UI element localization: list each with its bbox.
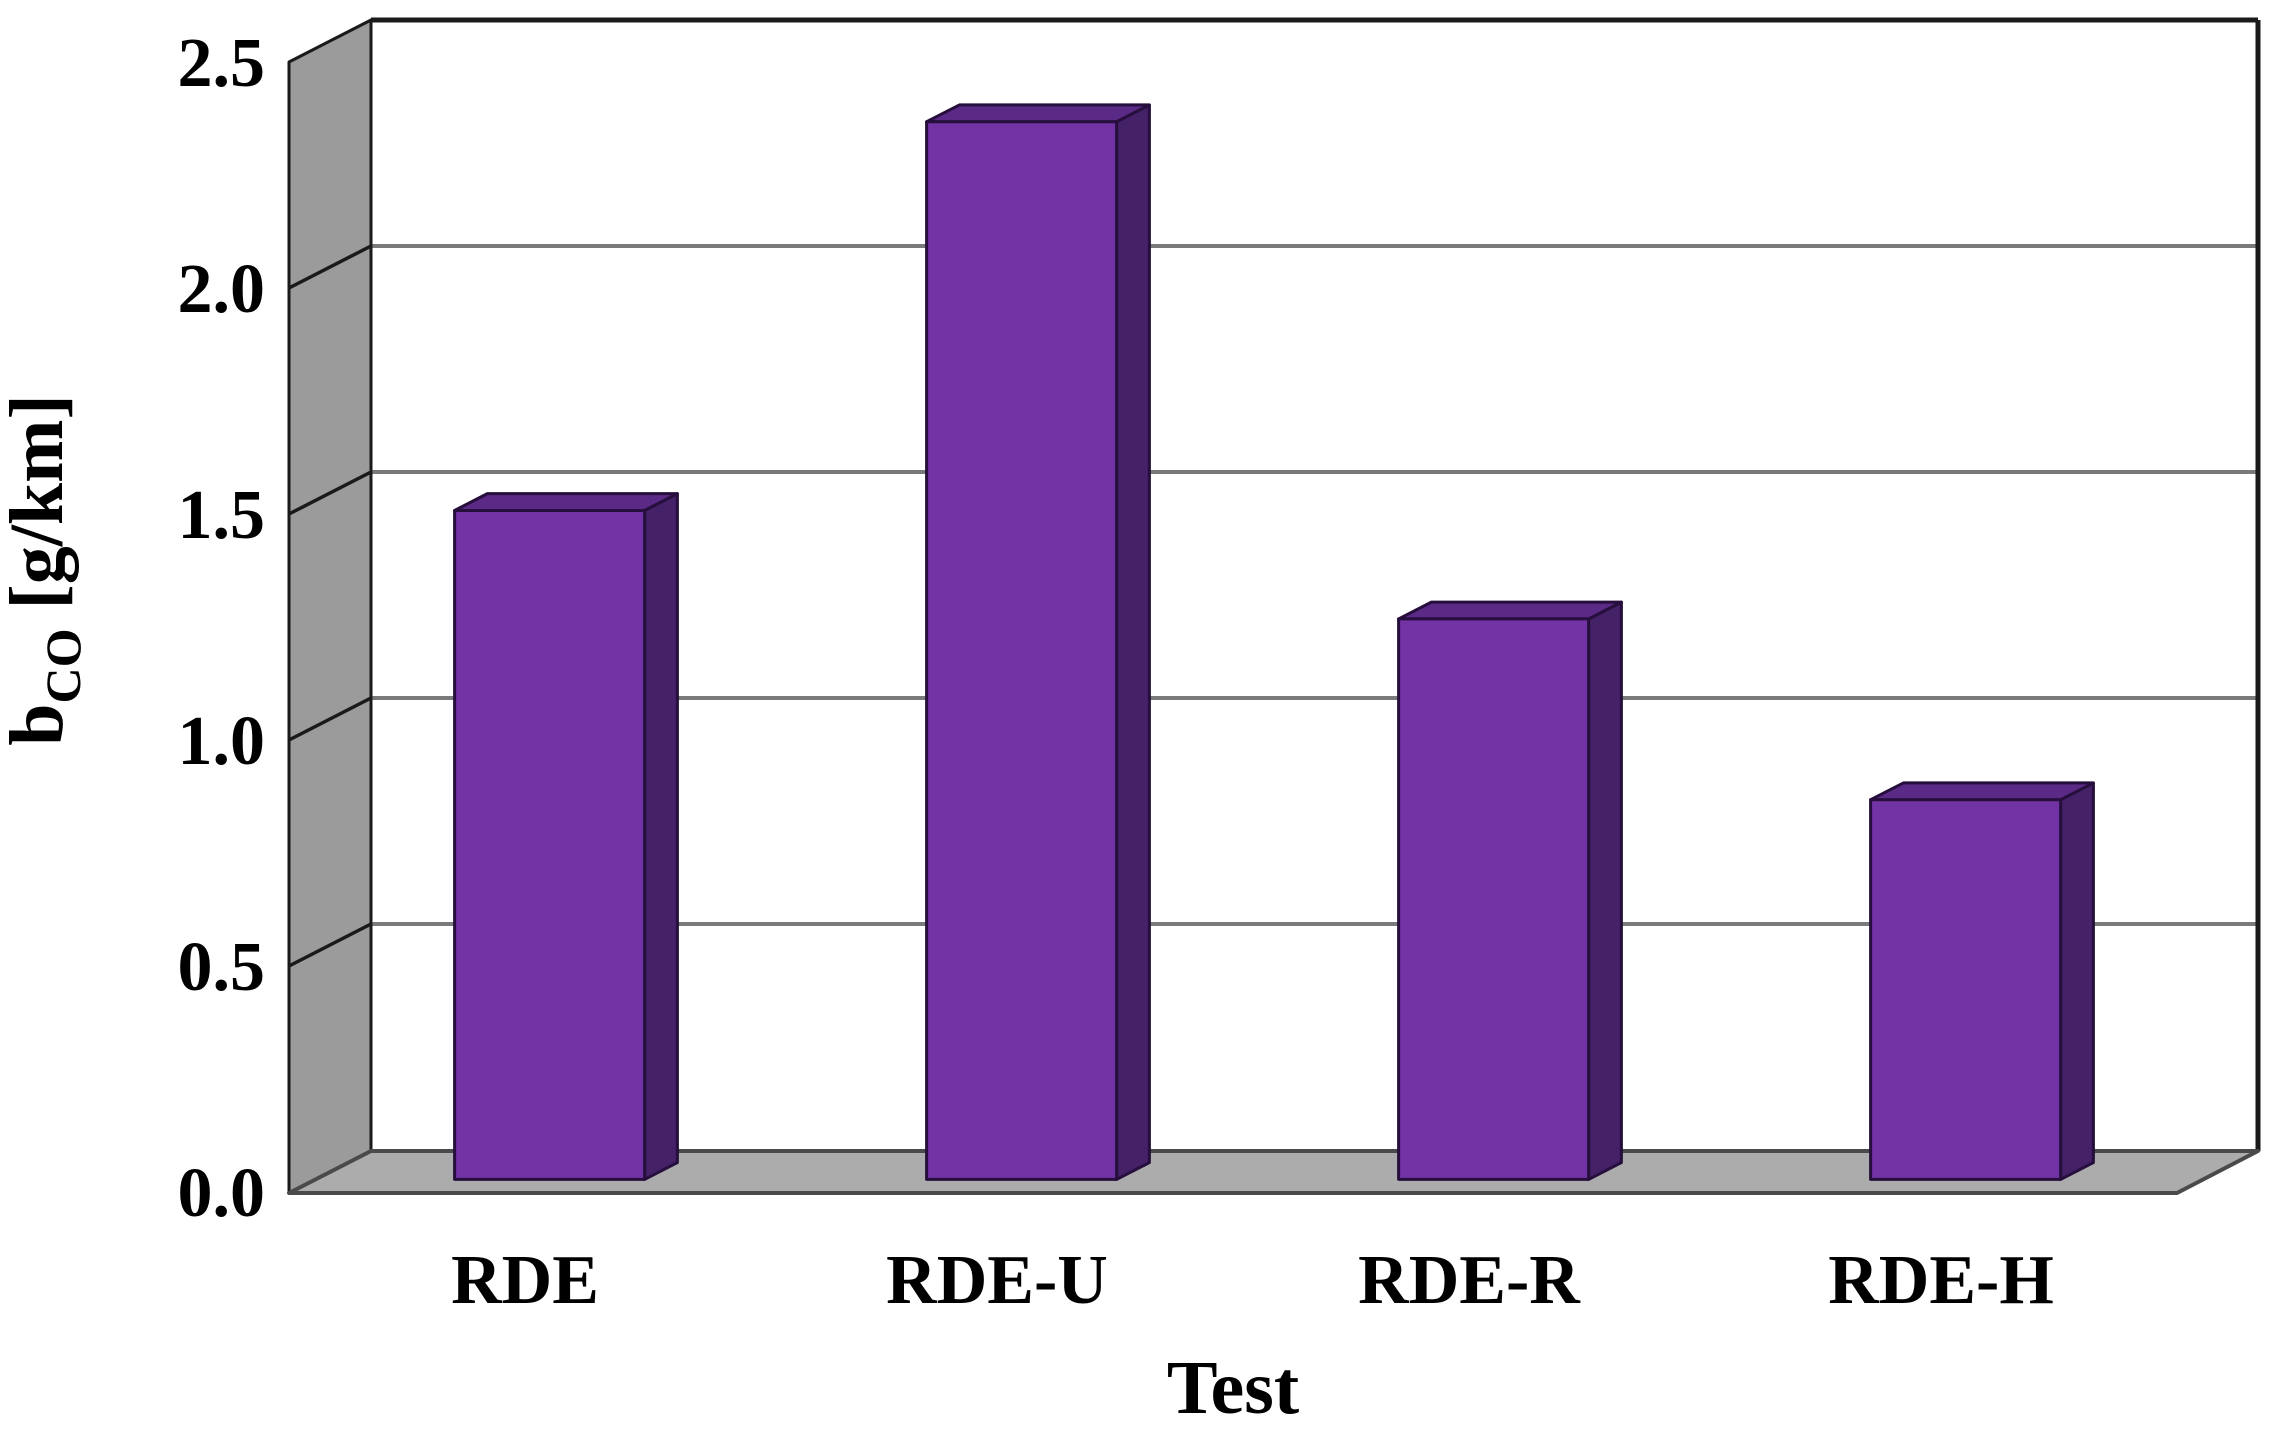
y-tick-label: 0.5 [178, 929, 266, 1006]
y-axis-title-main: b [0, 704, 79, 746]
x-category-labels-group: RDE RDE-U RDE-R RDE-H [451, 1242, 2054, 1319]
y-tick-label: 0.0 [178, 1155, 266, 1232]
y-axis-title-sub: CO [35, 629, 91, 704]
wall-segments-group [288, 244, 372, 968]
y-tick-label: 2.0 [178, 251, 266, 328]
y-tick-labels-group: 0.0 0.5 1.0 1.5 2.0 2.5 [178, 25, 266, 1232]
wall-gridline-segment [288, 922, 372, 968]
bar-top-face [453, 492, 679, 512]
x-category-label: RDE-R [1358, 1242, 1581, 1319]
chart-left-wall [287, 18, 373, 1195]
bar-front-face [1869, 798, 2063, 1181]
bar-side-face [643, 492, 679, 1181]
x-category-label: RDE [451, 1242, 599, 1319]
bars-group [453, 103, 2095, 1181]
x-axis-title: Test [1167, 1346, 1299, 1430]
bar-rde [453, 492, 679, 1181]
bar-front-face [453, 508, 647, 1181]
y-tick-label: 1.5 [178, 477, 266, 554]
bar-rde-h [1869, 781, 2095, 1181]
y-axis-title: bCO [g/km] [0, 394, 91, 746]
wall-gridline-segment [288, 244, 372, 290]
x-category-label: RDE-H [1828, 1242, 2054, 1319]
bar-side-face [1115, 103, 1151, 1181]
y-axis-title-rest: [g/km] [0, 394, 79, 628]
bar-top-face [925, 103, 1151, 124]
bar-top-face [1397, 600, 1623, 621]
wall-gridline-segment [288, 696, 372, 742]
bar-rde-r [1397, 600, 1623, 1181]
bar-side-face [1587, 600, 1623, 1181]
bar-top-face [1869, 781, 2095, 802]
wall-gridline-segment [288, 470, 372, 516]
bar-rde-u [925, 103, 1151, 1181]
bar-side-face [2059, 781, 2095, 1181]
bar-front-face [925, 120, 1119, 1181]
y-tick-label: 2.5 [178, 25, 266, 102]
bar-front-face [1397, 617, 1591, 1181]
y-tick-label: 1.0 [178, 703, 266, 780]
x-category-label: RDE-U [886, 1242, 1108, 1319]
